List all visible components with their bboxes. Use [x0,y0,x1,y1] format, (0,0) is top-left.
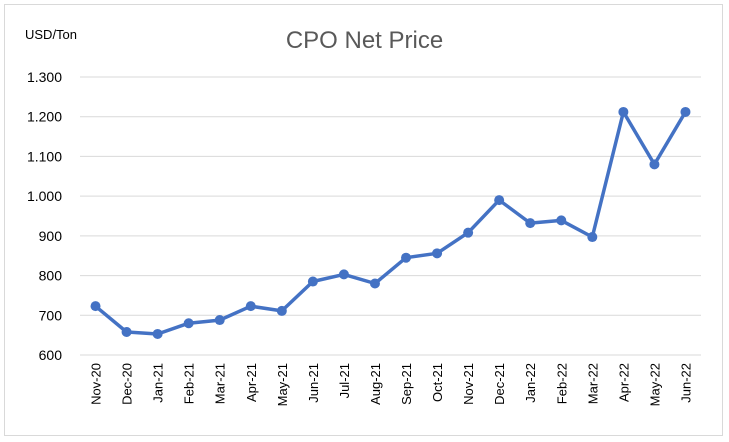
x-tick-label: Aug-21 [368,363,383,405]
gridlines [80,76,701,356]
x-tick-label: Dec-21 [492,363,507,405]
x-tick-label: Nov-21 [461,363,476,405]
x-tick-label: Oct-21 [430,363,445,402]
x-tick-label: Dec-20 [120,363,135,405]
y-tick-label: 600 [39,347,63,363]
data-point-Jan-22 [525,218,536,229]
x-tick-label: Sep-21 [399,363,414,405]
series-group [90,106,691,339]
data-point-May-22 [649,159,660,170]
line-chart: 600 700 800 900 1.000 1.100 1.200 1.300 Nov-20 D… [27,69,701,406]
data-point-Nov-21 [463,227,474,238]
x-tick-label: Apr-21 [244,363,259,402]
data-point-Jul-21 [338,269,349,280]
data-point-Apr-21 [245,301,256,312]
x-tick-label: Jun-21 [306,363,321,403]
data-point-Oct-21 [432,248,443,259]
data-point-Sep-21 [401,252,412,263]
data-point-Feb-21 [183,318,194,329]
data-point-Nov-20 [90,301,101,312]
y-unit-label: USD/Ton [25,27,78,42]
y-tick-label: 1.100 [27,148,62,164]
chart-title: CPO Net Price [285,27,444,54]
x-tick-label: Jan-22 [523,363,538,403]
data-point-Jan-21 [152,328,163,339]
data-point-Mar-22 [587,232,598,243]
x-tick-label: May-22 [647,363,662,406]
x-tick-label: Jan-21 [151,363,166,403]
x-tick-label: Nov-20 [89,363,104,405]
data-point-Apr-22 [618,106,629,117]
x-tick-label: Feb-22 [554,363,569,404]
y-tick-label: 900 [39,228,63,244]
data-point-Mar-21 [214,315,225,326]
x-tick-label: Jun-22 [678,363,693,403]
data-point-Jun-22 [680,106,691,117]
y-axis-ticks: 600 700 800 900 1.000 1.100 1.200 1.300 [27,69,62,363]
data-point-Dec-21 [494,195,505,206]
x-axis-ticks: Nov-20 Dec-20 Jan-21 Feb-21 Mar-21 Apr-21 May-… [89,363,694,406]
y-tick-label: 1.200 [27,109,62,125]
y-tick-label: 700 [39,307,63,323]
series-line [93,110,688,336]
y-tick-label: 1.300 [27,69,62,85]
data-point-Dec-20 [121,326,132,337]
y-tick-label: 800 [39,268,63,284]
data-point-Aug-21 [369,278,380,289]
y-tick-label: 1.000 [27,188,62,204]
data-point-Feb-22 [556,215,567,226]
x-tick-label: Apr-22 [616,363,631,402]
data-point-May-21 [276,305,287,316]
x-tick-label: May-21 [275,363,290,406]
x-tick-label: Jul-21 [337,363,352,398]
data-point-Jun-21 [307,276,318,287]
x-tick-label: Mar-22 [585,363,600,404]
chart-frame: CPO Net Price USD/Ton 600 700 800 900 1.000 1… [4,4,723,436]
x-tick-label: Feb-21 [182,363,197,404]
x-tick-label: Mar-21 [213,363,228,404]
